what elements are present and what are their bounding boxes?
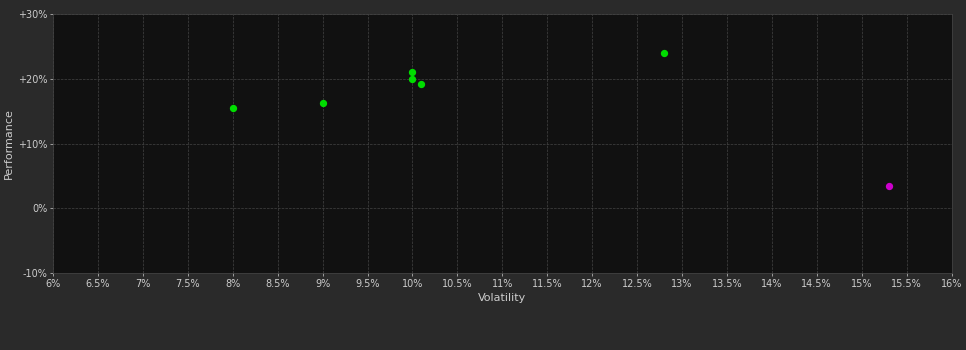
Point [225,105,241,111]
Point [405,76,420,82]
Point [881,183,896,189]
Point [315,100,330,105]
Point [656,50,671,56]
Point [413,81,429,87]
X-axis label: Volatility: Volatility [478,293,526,303]
Point [405,69,420,75]
Y-axis label: Performance: Performance [4,108,14,179]
